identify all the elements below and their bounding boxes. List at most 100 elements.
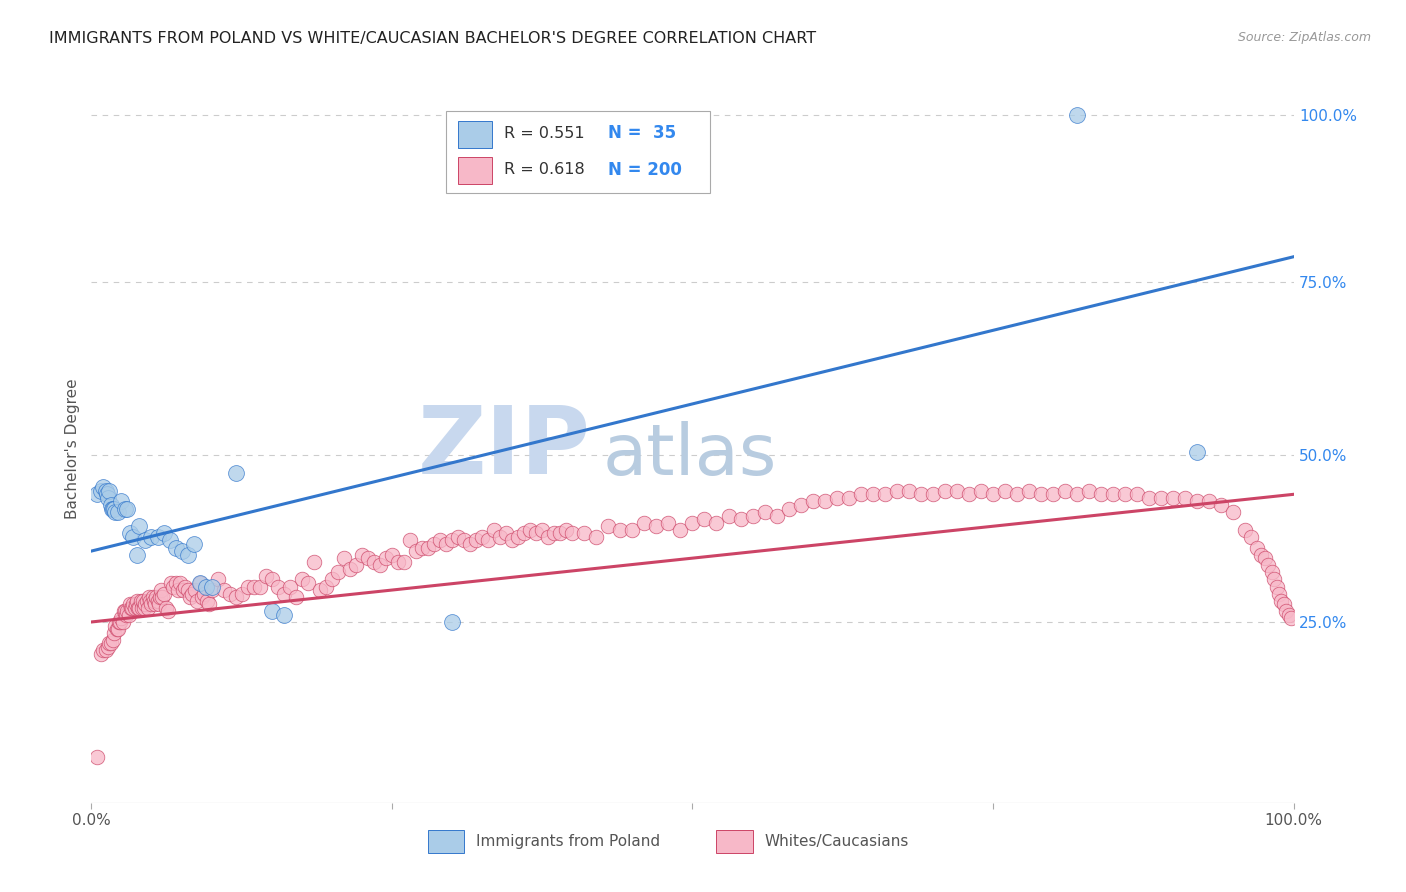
Point	[159, 533, 181, 548]
Point	[201, 580, 224, 594]
Point	[94, 643, 117, 657]
Point	[112, 604, 135, 618]
Point	[98, 483, 121, 498]
Point	[838, 491, 860, 505]
Point	[125, 593, 148, 607]
Point	[146, 593, 169, 607]
Point	[110, 611, 132, 625]
Point	[1066, 487, 1088, 501]
Point	[195, 593, 218, 607]
Point	[155, 600, 177, 615]
Point	[1078, 483, 1101, 498]
Point	[98, 636, 121, 650]
Point	[555, 523, 578, 537]
Point	[101, 632, 124, 647]
Point	[143, 597, 166, 611]
Point	[124, 600, 146, 615]
Point	[157, 604, 180, 618]
Point	[416, 541, 439, 555]
Point	[236, 580, 259, 594]
Point	[132, 593, 155, 607]
Point	[1174, 491, 1197, 505]
Point	[131, 600, 153, 615]
Point	[104, 618, 127, 632]
Point	[1275, 604, 1298, 618]
Point	[138, 590, 160, 604]
Point	[489, 530, 512, 544]
Point	[136, 600, 159, 615]
Point	[1263, 573, 1285, 587]
Point	[1005, 487, 1028, 501]
Point	[107, 622, 129, 636]
Point	[90, 647, 112, 661]
Point	[93, 643, 115, 657]
Point	[548, 526, 571, 541]
Text: R = 0.551: R = 0.551	[503, 126, 585, 141]
Point	[657, 516, 679, 530]
Point	[118, 526, 141, 541]
Point	[194, 580, 217, 594]
Point	[254, 569, 277, 583]
Point	[392, 555, 415, 569]
Point	[508, 530, 530, 544]
Point	[333, 551, 356, 566]
Point	[357, 551, 380, 566]
Point	[513, 526, 536, 541]
Point	[125, 548, 148, 562]
Point	[429, 533, 451, 548]
Point	[121, 600, 143, 615]
Point	[169, 576, 191, 591]
Point	[1187, 444, 1209, 458]
Point	[107, 505, 129, 519]
Point	[621, 523, 644, 537]
Point	[101, 501, 124, 516]
Point	[778, 501, 800, 516]
Point	[108, 615, 131, 629]
Point	[344, 558, 367, 573]
Point	[122, 530, 145, 544]
Point	[1240, 530, 1263, 544]
Point	[176, 548, 198, 562]
Point	[1150, 491, 1173, 505]
Point	[225, 466, 247, 480]
Point	[970, 483, 993, 498]
Point	[669, 523, 692, 537]
Point	[273, 607, 295, 622]
Point	[188, 576, 211, 591]
Point	[922, 487, 945, 501]
Point	[231, 586, 253, 600]
Point	[633, 516, 655, 530]
Point	[434, 537, 457, 551]
Point	[146, 530, 169, 544]
Point	[574, 526, 596, 541]
FancyBboxPatch shape	[458, 121, 492, 148]
Point	[1222, 505, 1244, 519]
Point	[598, 519, 620, 533]
Point	[118, 597, 141, 611]
Point	[1253, 551, 1275, 566]
Point	[910, 487, 932, 501]
Point	[284, 590, 307, 604]
Point	[191, 590, 214, 604]
Point	[148, 597, 170, 611]
Point	[399, 533, 422, 548]
Point	[1246, 541, 1268, 555]
Point	[134, 600, 156, 615]
Point	[519, 523, 541, 537]
Point	[172, 583, 194, 598]
Point	[135, 593, 157, 607]
Point	[249, 580, 271, 594]
Point	[129, 593, 152, 607]
Point	[730, 512, 752, 526]
Point	[1257, 558, 1279, 573]
Point	[862, 487, 884, 501]
Point	[946, 483, 969, 498]
Point	[145, 590, 167, 604]
Point	[741, 508, 763, 523]
Point	[1187, 494, 1209, 508]
Point	[1272, 597, 1295, 611]
Point	[97, 491, 120, 505]
Point	[242, 580, 264, 594]
Point	[134, 597, 156, 611]
Point	[381, 548, 404, 562]
